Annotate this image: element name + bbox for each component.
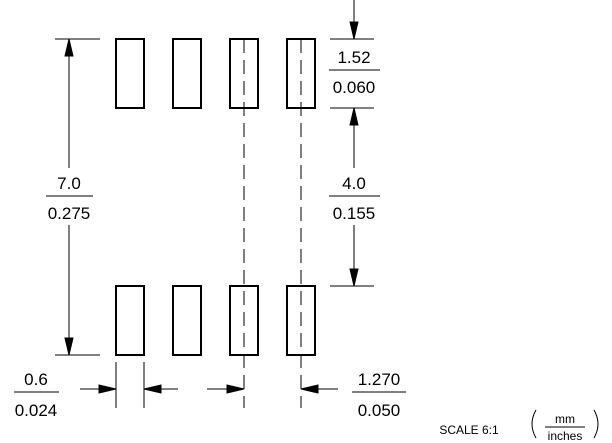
bottom-pad-row xyxy=(115,285,316,356)
pad-pitch-inches: 0.050 xyxy=(358,401,401,420)
pad-centerlines xyxy=(243,39,302,408)
pad-width-inches: 0.024 xyxy=(15,401,58,420)
pad-top-1 xyxy=(115,38,145,109)
pad-length-label: 1.52 0.060 xyxy=(329,48,380,97)
pad-pitch-dimension xyxy=(207,384,338,394)
pad-length-mm: 1.52 xyxy=(337,48,370,67)
pad-width-dimension xyxy=(80,384,178,394)
pad-length-inches: 0.060 xyxy=(333,78,376,97)
pad-pitch-label: 1.270 0.050 xyxy=(352,370,406,420)
scale-label: SCALE 6:1 xyxy=(439,423,499,437)
pad-top-2 xyxy=(172,38,202,109)
pad-bottom-2 xyxy=(172,285,202,356)
pad-length-dimension xyxy=(349,0,359,168)
unit-bottom: inches xyxy=(548,429,583,443)
top-pad-row xyxy=(115,38,316,109)
pad-gap-dimension xyxy=(349,225,359,287)
overall-span-dimension xyxy=(64,38,74,356)
overall-span-mm: 7.0 xyxy=(57,174,81,193)
pad-pitch-mm: 1.270 xyxy=(358,370,401,389)
extension-lines xyxy=(55,38,374,408)
overall-span-inches: 0.275 xyxy=(48,204,91,223)
pad-gap-label: 4.0 0.155 xyxy=(329,174,380,223)
pad-width-mm: 0.6 xyxy=(24,370,48,389)
pad-bottom-1 xyxy=(115,285,145,356)
pad-width-label: 0.6 0.024 xyxy=(14,370,59,420)
unit-top: mm xyxy=(555,412,575,426)
pad-gap-mm: 4.0 xyxy=(342,174,366,193)
pad-gap-inches: 0.155 xyxy=(333,204,376,223)
overall-span-label: 7.0 0.275 xyxy=(46,174,93,223)
units-legend: mm inches xyxy=(531,409,599,443)
